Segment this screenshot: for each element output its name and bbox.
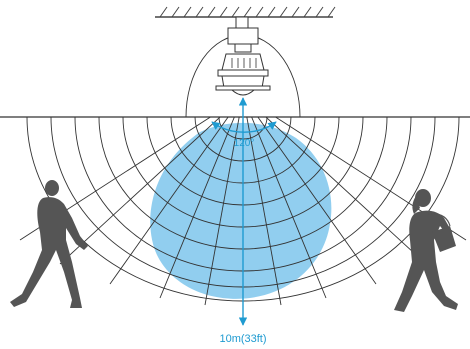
ceiling-hatch bbox=[327, 6, 336, 18]
ceiling-hatch bbox=[291, 6, 300, 18]
ceiling-hatch bbox=[255, 6, 264, 18]
ceiling-hatch bbox=[315, 6, 324, 18]
ceiling-hatch bbox=[303, 6, 312, 18]
ceiling-hatch bbox=[267, 6, 276, 18]
ceiling-motion-sensor-icon bbox=[215, 16, 271, 96]
detection-coverage-area bbox=[150, 122, 332, 299]
range-ray bbox=[204, 117, 240, 306]
ceiling-hatch bbox=[171, 6, 180, 18]
ceiling-hatch bbox=[243, 6, 252, 18]
walking-man-icon bbox=[10, 180, 88, 308]
angle-label: 120° bbox=[234, 138, 255, 149]
ceiling-hatch bbox=[195, 6, 204, 18]
ceiling-hatch bbox=[159, 6, 168, 18]
walking-woman-with-bag-icon bbox=[394, 189, 458, 312]
ceiling-hatch bbox=[183, 6, 192, 18]
range-ray bbox=[246, 117, 282, 306]
ceiling-hatch bbox=[219, 6, 228, 18]
ceiling-hatch bbox=[207, 6, 216, 18]
ceiling bbox=[155, 6, 336, 18]
ceiling-hatch bbox=[231, 6, 240, 18]
ceiling-hatch bbox=[279, 6, 288, 18]
range-label: 10m(33ft) bbox=[219, 333, 266, 345]
